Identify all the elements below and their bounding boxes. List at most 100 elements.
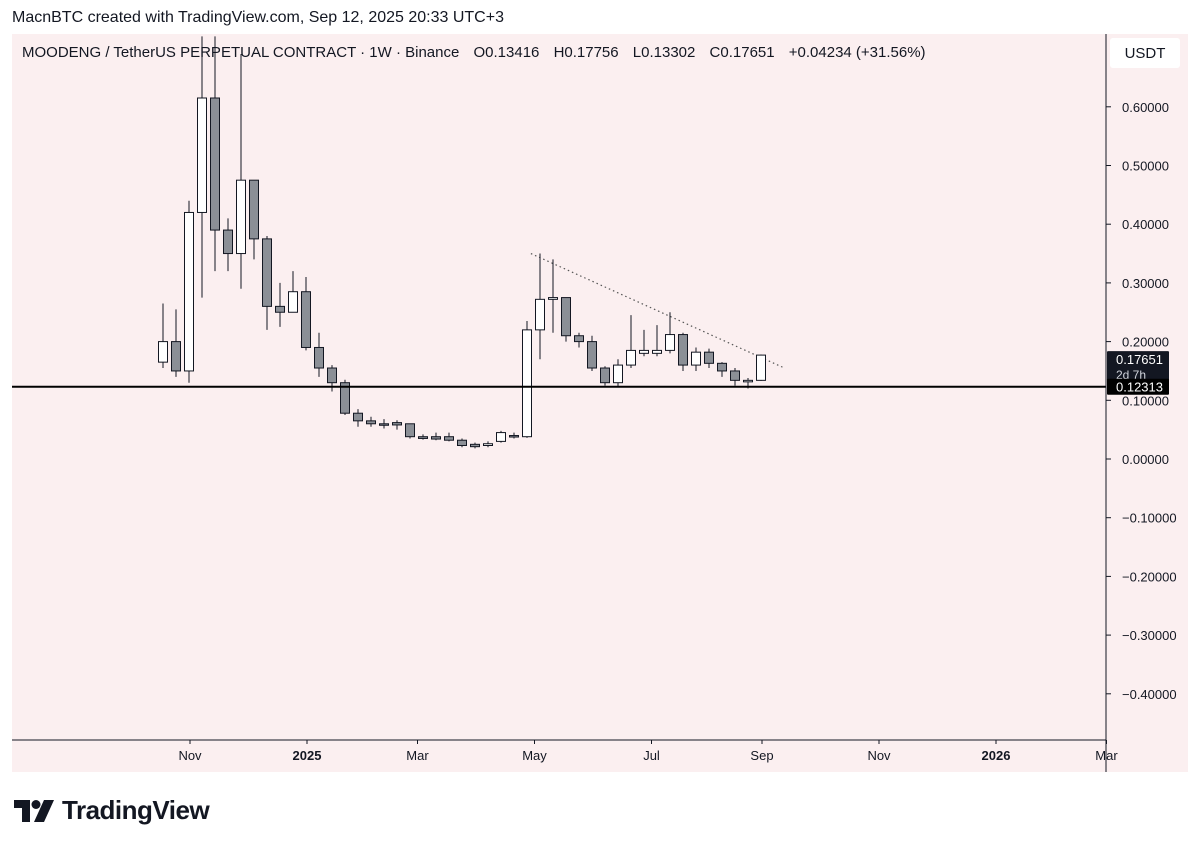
candle xyxy=(730,368,740,386)
ohlc-low: L0.13302 xyxy=(632,44,696,61)
candle-body-down xyxy=(561,297,571,337)
candle xyxy=(639,329,649,357)
ohlc-close: C0.17651 xyxy=(709,44,775,61)
candle xyxy=(483,441,493,448)
candle-body-down xyxy=(678,334,688,366)
y-tick-label: −0.10000 xyxy=(1122,511,1177,526)
candle xyxy=(418,434,428,440)
candle xyxy=(366,416,376,427)
candlestick-chart[interactable]: 0.60000 0.50000 0.40000 0.30000 0.20000 0.100… xyxy=(12,34,1188,772)
candle-body-down xyxy=(574,335,584,343)
candle-body-up xyxy=(483,443,493,446)
x-tick-label: Jul xyxy=(643,748,660,763)
y-tick-label: −0.20000 xyxy=(1122,569,1177,584)
candle xyxy=(301,277,311,351)
y-tick-label: −0.30000 xyxy=(1122,628,1177,643)
candle-body-down xyxy=(444,436,454,441)
candle-body-down xyxy=(379,423,389,426)
candle xyxy=(600,366,610,386)
candle xyxy=(288,271,298,313)
candle xyxy=(158,303,168,369)
candle xyxy=(652,325,662,357)
y-tick-label: 0.60000 xyxy=(1122,100,1169,115)
symbol-name[interactable]: MOODENG / TetherUS PERPETUAL CONTRACT · … xyxy=(22,44,460,61)
candle xyxy=(756,354,766,381)
candle-body-up xyxy=(665,334,675,351)
candle xyxy=(509,432,519,439)
bar-countdown-label: 2d 7h xyxy=(1116,368,1146,382)
x-tick-label: Nov xyxy=(867,748,891,763)
candle-body-up xyxy=(158,341,168,363)
candle xyxy=(392,420,402,430)
candle xyxy=(171,309,181,377)
candle xyxy=(444,432,454,442)
candle-body-down xyxy=(327,367,337,384)
candle-body-down xyxy=(249,179,259,240)
candle xyxy=(314,332,324,377)
candle-body-down xyxy=(457,439,467,446)
chart-area[interactable]: 0.60000 0.50000 0.40000 0.30000 0.20000 0.100… xyxy=(12,34,1188,772)
x-tick-label: Nov xyxy=(178,748,202,763)
currency-selector[interactable]: USDT xyxy=(1110,38,1180,68)
candle-body-down xyxy=(314,346,324,369)
chart-credit: MacnBTC created with TradingView.com, Se… xyxy=(12,9,504,26)
candle-body-up xyxy=(613,364,623,384)
candle xyxy=(457,438,467,448)
candle-body-up xyxy=(184,211,194,372)
candle-body-up xyxy=(548,297,558,300)
candle xyxy=(626,315,636,369)
candle xyxy=(353,409,363,427)
candle xyxy=(210,36,220,272)
candle-body-up xyxy=(535,298,545,331)
candle xyxy=(184,200,194,383)
candle-body-down xyxy=(301,291,311,348)
candle xyxy=(379,419,389,429)
candle xyxy=(470,442,480,449)
candle-body-down xyxy=(704,351,714,364)
y-tick-label: −0.40000 xyxy=(1122,687,1177,702)
candle xyxy=(561,297,571,342)
candle xyxy=(613,359,623,387)
candle-body-down xyxy=(730,370,740,381)
trendline xyxy=(530,253,785,369)
tradingview-logo-icon xyxy=(14,799,54,822)
candle xyxy=(496,430,506,443)
candle xyxy=(691,347,701,371)
brand-footer: TradingView xyxy=(14,795,210,826)
candle-body-up xyxy=(288,291,298,313)
candle xyxy=(522,321,532,438)
candle-body-up xyxy=(691,351,701,366)
candle xyxy=(587,335,597,371)
y-tick-label: 0.20000 xyxy=(1122,335,1169,350)
candle-body-down xyxy=(509,435,519,438)
y-tick-label: 0.50000 xyxy=(1122,159,1169,174)
ohlc-change: +0.04234 (+31.56%) xyxy=(788,44,926,61)
candle xyxy=(548,259,558,333)
last-price-badge xyxy=(1107,351,1169,384)
y-tick-label: 0.30000 xyxy=(1122,276,1169,291)
y-tick-label: 0.00000 xyxy=(1122,452,1169,467)
candle-body-up xyxy=(626,349,636,366)
candle-body-up xyxy=(522,329,532,438)
brand-name: TradingView xyxy=(62,795,210,825)
candle-body-down xyxy=(275,305,285,313)
candle xyxy=(236,53,246,289)
candle xyxy=(340,379,350,415)
currency-label: USDT xyxy=(1124,44,1166,62)
ohlc-open: O0.13416 xyxy=(473,44,540,61)
candle-body-down xyxy=(587,341,597,369)
candle xyxy=(535,253,545,360)
candle-body-up xyxy=(639,349,649,354)
candle xyxy=(275,282,285,327)
y-tick-label: 0.10000 xyxy=(1122,393,1169,408)
candle-body-up xyxy=(756,354,766,381)
candle-body-down xyxy=(366,420,376,425)
candle-body-down xyxy=(353,412,363,422)
candle-body-down xyxy=(405,423,415,438)
candle-body-down xyxy=(262,238,272,307)
candle xyxy=(574,332,584,348)
ohlc-high: H0.17756 xyxy=(553,44,619,61)
candle-body-up xyxy=(197,97,207,213)
level-price-badge xyxy=(1107,378,1169,395)
candle-body-down xyxy=(470,443,480,448)
